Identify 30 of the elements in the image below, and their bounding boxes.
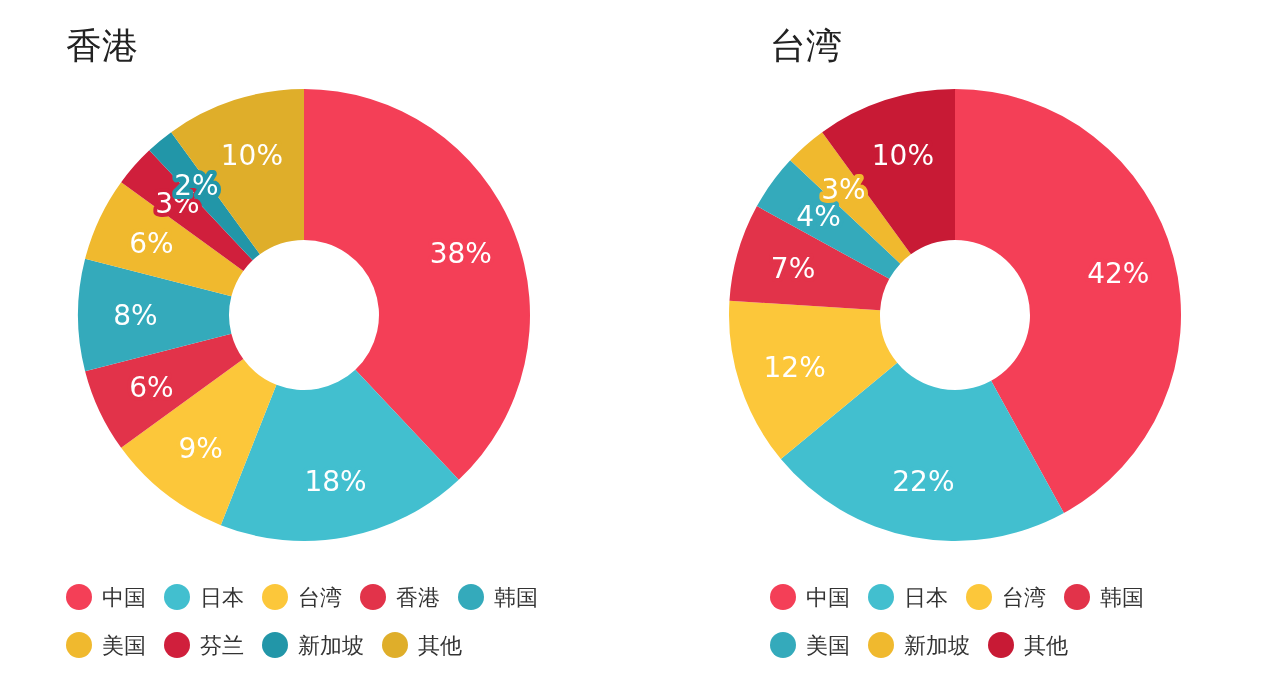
- chart-title: 香港: [66, 25, 138, 66]
- legend-label: 台湾: [298, 585, 342, 610]
- data-label: 12%: [763, 351, 826, 385]
- data-label: 22%: [892, 464, 955, 498]
- legend-label: 韩国: [1100, 585, 1144, 610]
- legend-label: 芬兰: [200, 633, 244, 658]
- data-label: 42%: [1087, 257, 1150, 291]
- legend-label: 香港: [396, 585, 440, 610]
- data-label: 18%: [304, 464, 367, 498]
- data-label: 8%: [113, 299, 158, 332]
- legend-label: 美国: [806, 633, 850, 658]
- data-label: 38%: [429, 236, 492, 270]
- data-label: 6%: [129, 227, 174, 261]
- chart-title: 台湾: [770, 25, 842, 66]
- data-label: 9%: [178, 432, 223, 466]
- legend-label: 中国: [102, 585, 146, 610]
- legend-label: 韩国: [494, 585, 538, 610]
- legend-label: 美国: [102, 633, 146, 658]
- data-label: 10%: [871, 138, 935, 172]
- data-label: 10%: [220, 138, 284, 172]
- legend-label: 中国: [806, 585, 850, 610]
- legend-label: 新加坡: [298, 633, 364, 658]
- legend-label: 新加坡: [904, 633, 970, 658]
- legend-label: 其他: [1024, 633, 1068, 658]
- legend-label: 日本: [200, 585, 244, 610]
- legend-label: 其他: [418, 633, 462, 658]
- data-label: 7%: [770, 251, 816, 285]
- legend-label: 台湾: [1002, 585, 1046, 610]
- legend-label: 日本: [904, 585, 948, 610]
- data-label: 6%: [129, 370, 174, 404]
